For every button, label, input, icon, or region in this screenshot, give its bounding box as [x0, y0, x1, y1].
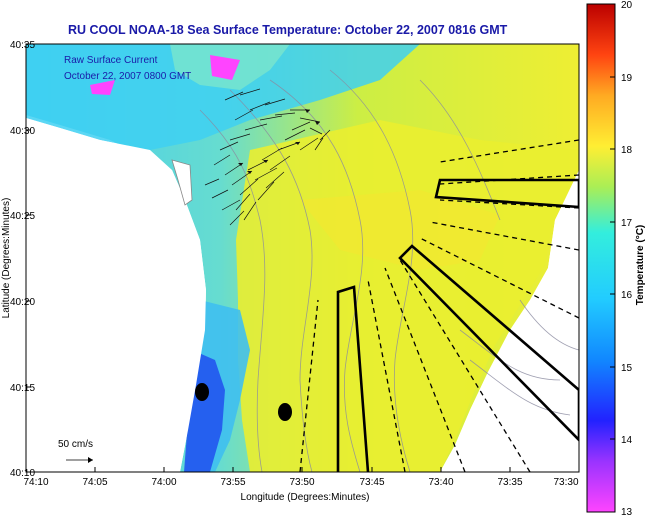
box-southeast	[398, 244, 579, 442]
cold-anomaly-patch-north	[210, 55, 240, 80]
x-tick-label: 73:55	[220, 477, 245, 488]
sampling-boxes	[336, 178, 579, 472]
current-annotation-line1: Raw Surface Current	[64, 55, 158, 66]
barrier-spit	[171, 159, 193, 206]
x-tick-label: 73:45	[359, 477, 384, 488]
colorbar-tick: 13	[621, 507, 633, 518]
colorbar-tick: 15	[621, 363, 633, 374]
map-area	[26, 44, 579, 472]
station-marker	[278, 403, 292, 421]
y-tick-label: 40:20	[10, 297, 35, 308]
colorbar-tick: 14	[621, 435, 633, 446]
figure-title: RU COOL NOAA-18 Sea Surface Temperature:…	[68, 23, 508, 37]
station-marker	[195, 383, 209, 401]
colorbar-tick: 17	[621, 218, 633, 229]
scale-arrowhead	[88, 457, 93, 463]
colorbar-tick: 20	[621, 0, 633, 11]
bathymetry-contours	[199, 69, 579, 472]
y-tick-label: 40:35	[10, 40, 35, 51]
x-tick-label: 73:35	[497, 477, 522, 488]
colorbar-title: Temperature (°C)	[635, 225, 646, 306]
colorbar-gradient	[586, 3, 616, 513]
cool-water-north	[26, 44, 420, 150]
colorbar-tick: 18	[621, 145, 633, 156]
box-east	[434, 178, 579, 209]
y-axis-label: Latitude (Degrees:Minutes)	[1, 198, 12, 319]
box-south	[336, 285, 370, 472]
x-tick-label: 74:10	[23, 477, 48, 488]
no-data-east	[440, 170, 579, 472]
y-tick-label: 40:25	[10, 211, 35, 222]
cold-anomaly-patch-nw	[90, 80, 115, 95]
x-tick-label: 74:00	[151, 477, 176, 488]
x-tick-label: 73:50	[289, 477, 314, 488]
scale-label: 50 cm/s	[58, 439, 93, 450]
y-tick-label: 40:10	[10, 468, 35, 479]
x-axis-label: Longitude (Degrees:Minutes)	[241, 492, 370, 503]
colorbar: 13 14 15 16 17 18 19 20 Temperature (°C)	[586, 0, 646, 518]
colorbar-tick: 19	[621, 73, 633, 84]
sampling-rays	[299, 139, 579, 472]
x-tick-label: 74:05	[82, 477, 107, 488]
warm-water-patch	[300, 190, 500, 270]
current-arrowheads	[238, 109, 320, 174]
colorbar-tick: 16	[621, 290, 633, 301]
y-axis: 40:10 40:15 40:20 40:25 40:30 40:35 Lati…	[1, 40, 35, 479]
y-tick-label: 40:30	[10, 126, 35, 137]
x-axis: 74:10 74:05 74:00 73:55 73:50 73:45 73:4…	[23, 467, 580, 503]
coast-land	[26, 44, 206, 472]
current-annotation-line2: October 22, 2007 0800 GMT	[64, 71, 191, 82]
x-tick-label: 73:30	[553, 477, 578, 488]
x-tick-label: 73:40	[428, 477, 453, 488]
surface-current-vectors	[204, 88, 331, 226]
y-tick-label: 40:15	[10, 383, 35, 394]
